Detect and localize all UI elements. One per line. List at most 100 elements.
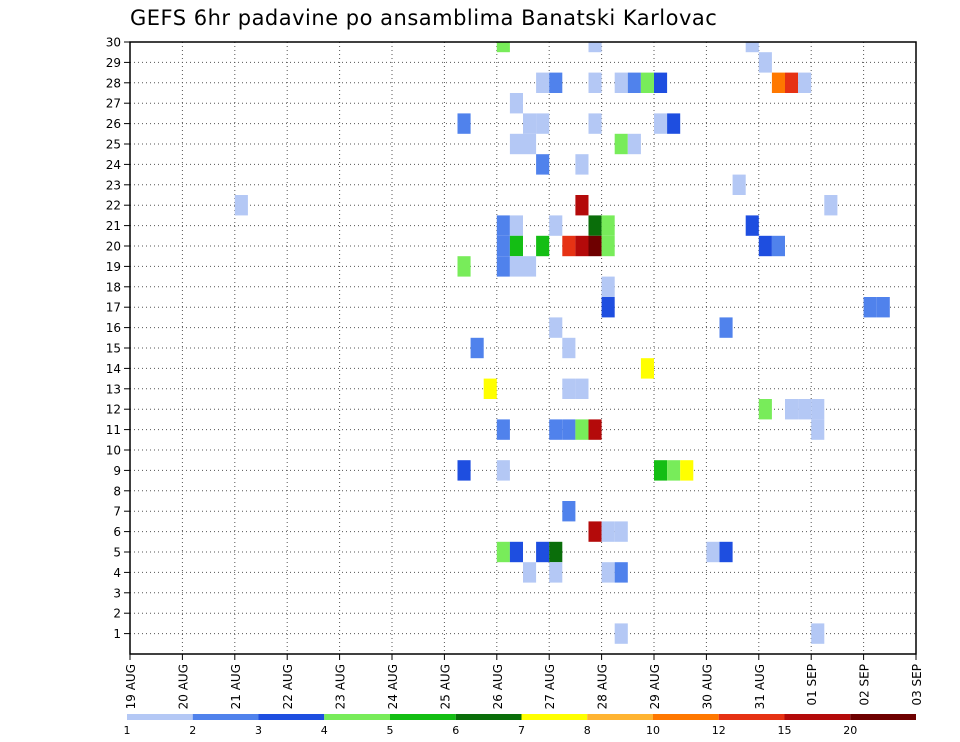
x-tick-label: 31 AUG <box>753 664 767 709</box>
y-tick-label: 25 <box>106 138 121 152</box>
precip-cell <box>457 460 471 481</box>
legend-label: 12 <box>712 724 726 737</box>
precip-cell <box>798 72 812 93</box>
x-tick-label: 28 AUG <box>596 664 610 709</box>
legend-label: 3 <box>255 724 262 737</box>
precip-cell <box>601 276 615 297</box>
y-tick-label: 20 <box>106 240 121 254</box>
precip-cell <box>640 358 654 379</box>
legend-swatch <box>521 714 588 720</box>
precip-cell <box>614 521 628 542</box>
y-tick-label: 4 <box>113 566 121 580</box>
y-tick-label: 2 <box>113 607 121 621</box>
precip-cell <box>549 215 563 236</box>
x-tick-label: 27 AUG <box>543 664 557 709</box>
x-tick-label: 30 AUG <box>700 664 714 709</box>
precip-cell <box>575 419 589 440</box>
precip-cell <box>575 195 589 216</box>
legend-swatch <box>390 714 456 720</box>
precip-cell <box>536 113 550 134</box>
precip-cell <box>588 419 602 440</box>
precip-cell <box>811 419 825 440</box>
y-tick-label: 18 <box>106 280 121 294</box>
precip-cell <box>758 235 772 257</box>
precip-cell <box>601 235 615 257</box>
legend-label: 4 <box>321 724 328 737</box>
y-tick-label: 12 <box>106 403 121 417</box>
precip-cell <box>601 297 615 318</box>
precip-cell <box>627 133 641 155</box>
precip-cell <box>457 256 471 277</box>
y-tick-label: 26 <box>106 117 121 131</box>
precip-cell <box>667 113 681 134</box>
precip-cell <box>732 174 746 195</box>
y-tick-label: 19 <box>106 260 121 274</box>
y-tick-label: 6 <box>113 525 121 539</box>
y-tick-label: 5 <box>113 546 121 560</box>
legend-swatch <box>784 714 851 720</box>
y-tick-label: 9 <box>113 464 121 478</box>
x-tick-label: 19 AUG <box>124 664 138 709</box>
legend-swatch <box>324 714 390 720</box>
precip-cell <box>876 297 890 318</box>
legend-swatch <box>587 714 653 720</box>
precip-cell <box>654 460 668 481</box>
precip-cell <box>745 42 759 53</box>
legend-label: 2 <box>189 724 196 737</box>
precip-cell <box>667 460 681 481</box>
x-tick-label: 02 SEP <box>858 664 872 706</box>
precip-cell <box>719 541 733 563</box>
y-tick-label: 28 <box>106 76 121 90</box>
precip-cell <box>614 72 628 93</box>
precip-cell <box>496 460 510 481</box>
legend-label: 5 <box>387 724 394 737</box>
y-tick-label: 13 <box>106 382 121 396</box>
x-tick-label: 01 SEP <box>805 664 819 706</box>
precip-cell <box>785 399 799 420</box>
precip-cell <box>509 93 523 114</box>
precip-cell <box>640 72 654 93</box>
y-tick-label: 3 <box>113 586 121 600</box>
x-tick-label: 21 AUG <box>229 664 243 709</box>
precip-cell <box>562 378 576 399</box>
precip-cell <box>496 42 510 53</box>
x-tick-label: 22 AUG <box>281 664 295 709</box>
x-tick-label: 23 AUG <box>334 664 348 709</box>
precip-cell <box>758 399 772 420</box>
precip-cell <box>523 562 537 583</box>
precip-cell <box>863 297 877 318</box>
y-tick-label: 17 <box>106 301 121 315</box>
precip-cell <box>509 256 523 277</box>
y-tick-label: 16 <box>106 321 121 335</box>
legend-label: 15 <box>778 724 792 737</box>
legend-label: 6 <box>452 724 459 737</box>
precip-cell <box>588 113 602 134</box>
y-tick-label: 30 <box>106 36 121 50</box>
x-tick-label: 03 SEP <box>910 664 924 706</box>
legend-swatch <box>718 714 785 720</box>
y-tick-label: 22 <box>106 199 121 213</box>
x-tick-label: 26 AUG <box>491 664 505 709</box>
precip-cell <box>496 256 510 277</box>
legend-swatch <box>653 714 719 720</box>
precip-cell <box>824 195 838 216</box>
y-tick-label: 21 <box>106 219 121 233</box>
precip-cell <box>745 215 759 236</box>
precip-cell <box>588 215 602 236</box>
precip-cell <box>496 419 510 440</box>
precip-cell <box>483 378 497 399</box>
precip-cells <box>234 42 890 644</box>
legend-swatch <box>258 714 325 720</box>
x-axis: 19 AUG 20 AUG 21 AUG 22 AUG 23 AUG 24 AUG 25 A… <box>124 654 924 709</box>
precip-cell <box>523 133 537 155</box>
precip-cell <box>601 562 615 583</box>
precip-cell <box>771 235 785 257</box>
y-tick-label: 14 <box>106 362 121 376</box>
precip-cell <box>575 154 589 175</box>
precip-cell <box>588 521 602 542</box>
y-tick-label: 29 <box>106 56 121 70</box>
precip-cell <box>811 399 825 420</box>
precip-cell <box>509 133 523 155</box>
precip-cell <box>562 419 576 440</box>
